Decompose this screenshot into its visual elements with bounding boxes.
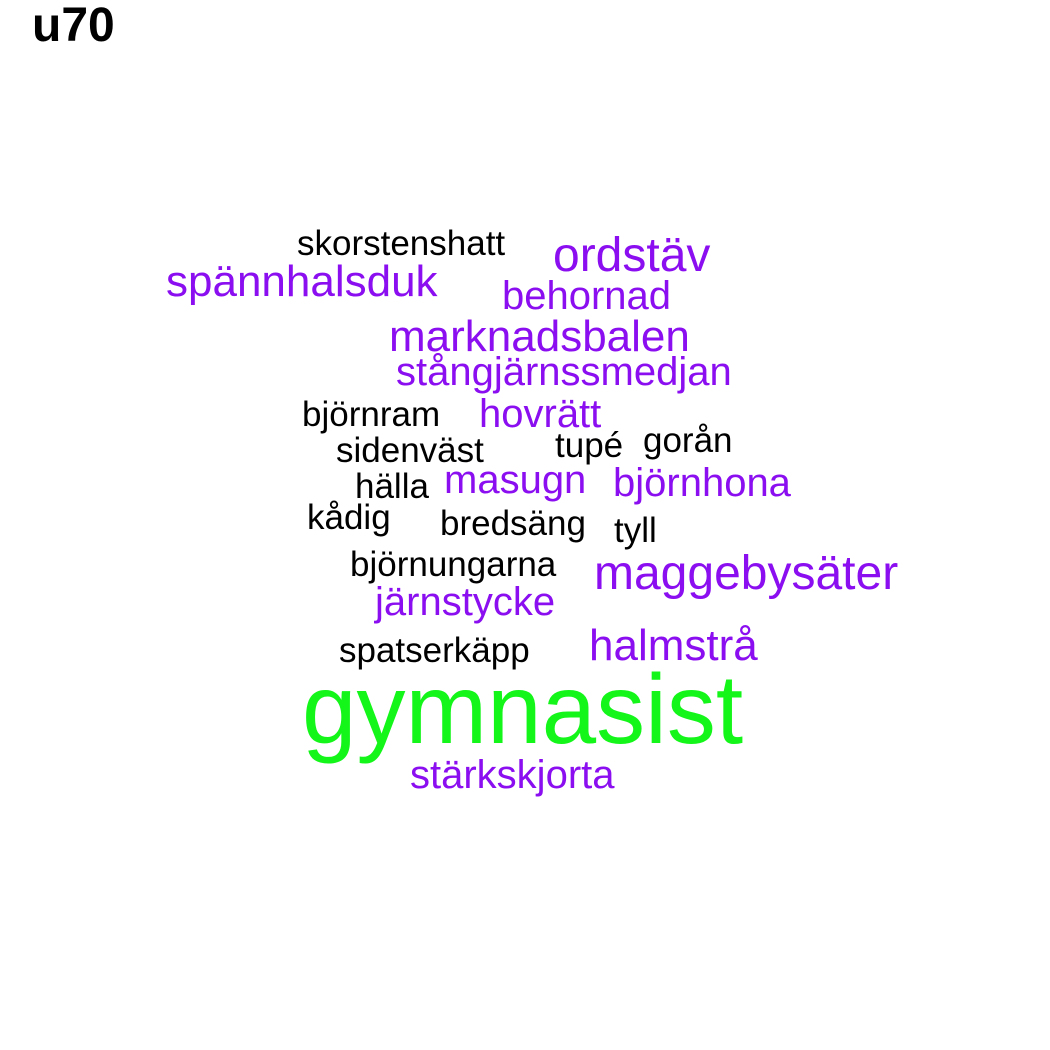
word-jarnstycke: järnstycke <box>375 580 556 624</box>
word-halla: hälla <box>355 467 429 506</box>
word-hovratt: hovrätt <box>479 392 602 436</box>
word-bjornungarna: björnungarna <box>350 545 557 584</box>
word-sidenvast: sidenväst <box>336 431 484 470</box>
word-gymnasist: gymnasist <box>302 654 744 764</box>
word-starkskjorta: stärkskjorta <box>410 753 615 797</box>
word-goran: gorån <box>643 421 733 460</box>
word-kadig: kådig <box>307 498 391 537</box>
word-halmstra: halmstrå <box>589 621 758 670</box>
word-marknadsbalen: marknadsbalen <box>389 312 690 361</box>
word-spatserkapp: spatserkäpp <box>339 631 530 670</box>
word-masugn: masugn <box>444 458 587 502</box>
word-behornad: behornad <box>502 274 672 318</box>
word-bjornram: björnram <box>302 395 441 434</box>
word-skorstenshatt: skorstenshatt <box>297 224 506 263</box>
word-bjornhona: björnhona <box>613 461 791 505</box>
word-stangjarnssmedjan: stångjärnssmedjan <box>396 350 732 394</box>
word-bredsang: bredsäng <box>440 504 586 543</box>
word-tyll: tyll <box>614 511 657 550</box>
word-tupe: tupé <box>555 426 624 465</box>
word-ordstav: ordstäv <box>553 229 711 282</box>
page-title: u70 <box>32 0 115 52</box>
word-maggebysater: maggebysäter <box>594 547 899 600</box>
word-spannhalsduk: spännhalsduk <box>166 257 438 306</box>
